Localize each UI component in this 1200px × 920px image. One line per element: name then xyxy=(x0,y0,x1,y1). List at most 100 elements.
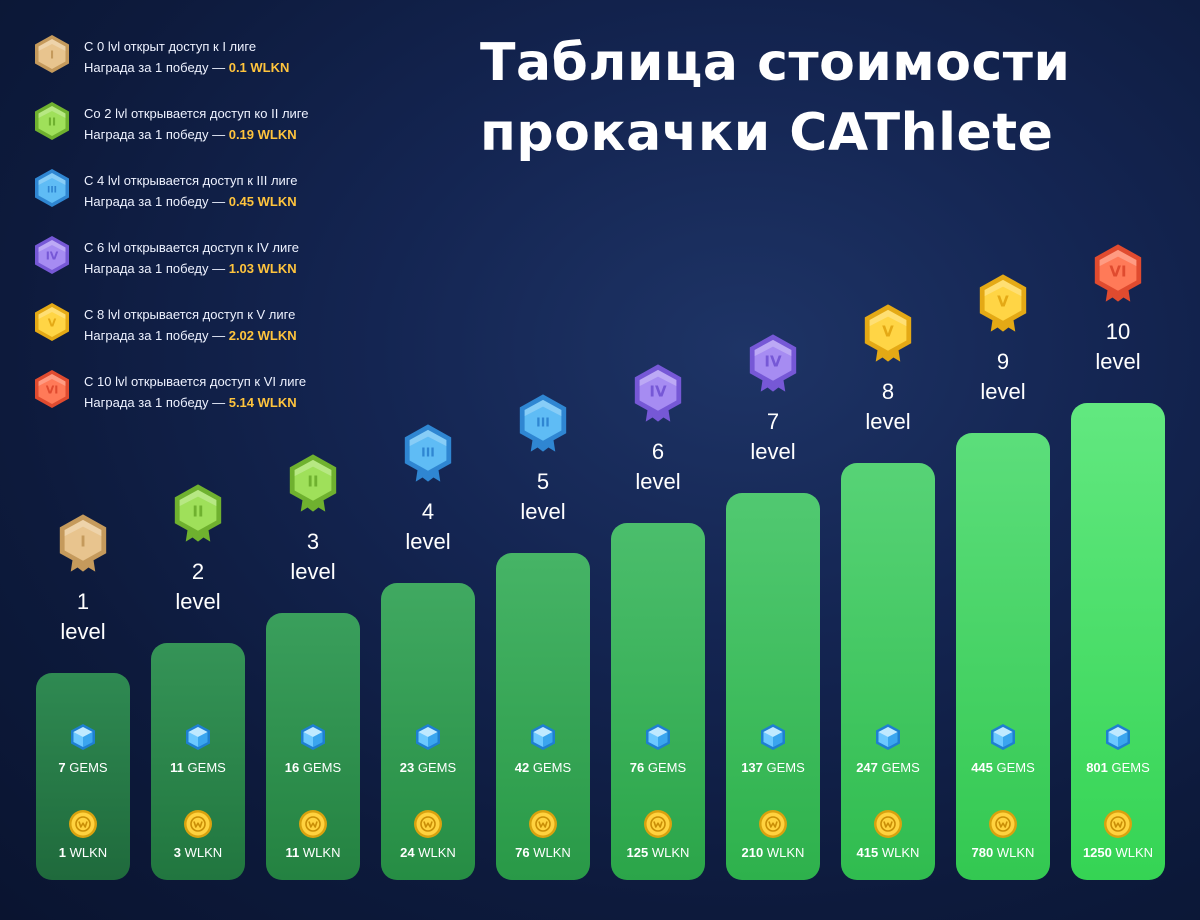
svg-text:II: II xyxy=(48,116,56,129)
wlkn-cost: 1 WLKN xyxy=(28,845,138,860)
gems-unit: GEMS xyxy=(1111,760,1150,775)
legend-reward-value: 0.45 WLKN xyxy=(228,194,297,209)
wlkn-unit: WLKN xyxy=(533,845,571,860)
level-label: 1 level xyxy=(28,587,138,647)
gems-unit: GEMS xyxy=(417,760,457,775)
svg-text:II: II xyxy=(192,502,203,520)
wlkn-unit: WLKN xyxy=(418,845,456,860)
gems-unit: GEMS xyxy=(996,760,1035,775)
wlkn-value: 210 xyxy=(741,845,764,860)
gem-icon xyxy=(183,722,213,752)
gem-icon xyxy=(298,722,328,752)
gems-value: 76 xyxy=(629,760,645,775)
level-number: 8 xyxy=(881,379,895,404)
league-iii-badge-icon: III xyxy=(400,423,456,483)
wlkn-cost: 125 WLKN xyxy=(603,845,713,860)
legend-unlock-text: С 6 lvl открывается доступ к IV лиге xyxy=(84,240,299,255)
wlkn-unit: WLKN xyxy=(1115,845,1154,860)
level-word: level xyxy=(405,529,451,554)
legend-reward-text: Награда за 1 победу — 1.03 WLKN xyxy=(84,261,297,276)
legend-item: V С 8 lvl открывается доступ к V лиге Нагр… xyxy=(32,302,372,369)
gems-value: 137 xyxy=(741,760,763,775)
league-iv-badge-icon: IV xyxy=(32,235,72,279)
wlkn-unit: WLKN xyxy=(184,845,223,860)
gems-value: 247 xyxy=(856,760,878,775)
gems-cost: 137 GEMS xyxy=(718,760,828,775)
wlkn-coin-icon xyxy=(68,809,98,839)
gem-icon xyxy=(643,722,673,752)
wlkn-coin-icon xyxy=(758,809,788,839)
wlkn-cost: 24 WLKN xyxy=(373,845,483,860)
legend-reward-text: Награда за 1 победу — 2.02 WLKN xyxy=(84,328,297,343)
level-word: level xyxy=(750,439,796,464)
level-number: 7 xyxy=(766,409,780,434)
svg-text:V: V xyxy=(48,317,57,330)
league-vi-badge-icon: VI xyxy=(1090,243,1146,303)
legend-reward-value: 0.19 WLKN xyxy=(228,127,297,142)
legend-item: II Со 2 lvl открывается доступ ко II лиге… xyxy=(32,101,372,168)
svg-text:IV: IV xyxy=(46,250,59,263)
gems-unit: GEMS xyxy=(766,760,805,775)
wlkn-unit: WLKN xyxy=(651,845,690,860)
level-label: 9 level xyxy=(948,347,1058,407)
league-i-badge-icon: I xyxy=(32,34,72,78)
league-v-badge-icon: V xyxy=(860,303,916,363)
wlkn-value: 1250 xyxy=(1082,845,1112,860)
gems-unit: GEMS xyxy=(881,760,920,775)
gem-icon xyxy=(413,722,443,752)
gems-cost: 445 GEMS xyxy=(948,760,1058,775)
level-label: 6 level xyxy=(603,437,713,497)
level-label: 5 level xyxy=(488,467,598,527)
league-v-badge-icon: V xyxy=(975,273,1031,333)
wlkn-coin-icon xyxy=(988,809,1018,839)
legend-unlock-text: С 4 lvl открывается доступ к III лиге xyxy=(84,173,298,188)
level-bar xyxy=(1071,403,1165,880)
wlkn-cost: 415 WLKN xyxy=(833,845,943,860)
league-iv-badge-icon: IV xyxy=(630,363,686,423)
legend-unlock-text: Со 2 lvl открывается доступ ко II лиге xyxy=(84,106,309,121)
wlkn-cost: 76 WLKN xyxy=(488,845,598,860)
legend-unlock-text: С 0 lvl открыт доступ к I лиге xyxy=(84,39,257,54)
gems-value: 11 xyxy=(170,760,184,775)
gems-value: 42 xyxy=(514,760,530,775)
legend-reward-value: 0.1 WLKN xyxy=(228,60,290,75)
league-i-badge-icon: I xyxy=(55,513,111,573)
gem-icon xyxy=(988,722,1018,752)
legend-item: VI С 10 lvl открывается доступ к VI лиге Н… xyxy=(32,369,372,436)
svg-text:I: I xyxy=(80,532,86,550)
wlkn-unit: WLKN xyxy=(996,845,1035,860)
gems-value: 445 xyxy=(971,760,993,775)
wlkn-value: 3 xyxy=(173,845,182,860)
legend-item: III С 4 lvl открывается доступ к III лиге… xyxy=(32,168,372,235)
level-word: level xyxy=(1095,349,1141,374)
level-number: 9 xyxy=(996,349,1010,374)
wlkn-coin-icon xyxy=(528,809,558,839)
level-label: 8 level xyxy=(833,377,943,437)
level-number: 3 xyxy=(306,529,320,554)
wlkn-coin-icon xyxy=(298,809,328,839)
legend-item: I С 0 lvl открыт доступ к I лиге Награда з… xyxy=(32,34,372,101)
gems-unit: GEMS xyxy=(187,760,226,775)
gems-value: 16 xyxy=(284,760,300,775)
gems-unit: GEMS xyxy=(302,760,342,775)
wlkn-value: 76 xyxy=(515,845,530,860)
wlkn-cost: 1250 WLKN xyxy=(1063,845,1173,860)
gems-value: 23 xyxy=(399,760,415,775)
level-number: 10 xyxy=(1105,319,1131,344)
wlkn-coin-icon xyxy=(183,809,213,839)
svg-text:V: V xyxy=(997,292,1009,310)
wlkn-cost: 210 WLKN xyxy=(718,845,828,860)
level-word: level xyxy=(60,619,106,644)
legend-reward-value: 1.03 WLKN xyxy=(228,261,297,276)
gems-value: 7 xyxy=(58,760,66,775)
wlkn-unit: WLKN xyxy=(302,845,341,860)
level-word: level xyxy=(175,589,221,614)
gem-icon xyxy=(68,722,98,752)
svg-text:I: I xyxy=(50,49,54,62)
svg-text:VI: VI xyxy=(1109,262,1126,280)
level-label: 7 level xyxy=(718,407,828,467)
level-number: 2 xyxy=(191,559,205,584)
level-label: 3 level xyxy=(258,527,368,587)
title-line-2: прокачки CAThlete xyxy=(480,103,1054,163)
page-title: Таблица стоимости прокачки CAThlete xyxy=(480,28,1160,168)
